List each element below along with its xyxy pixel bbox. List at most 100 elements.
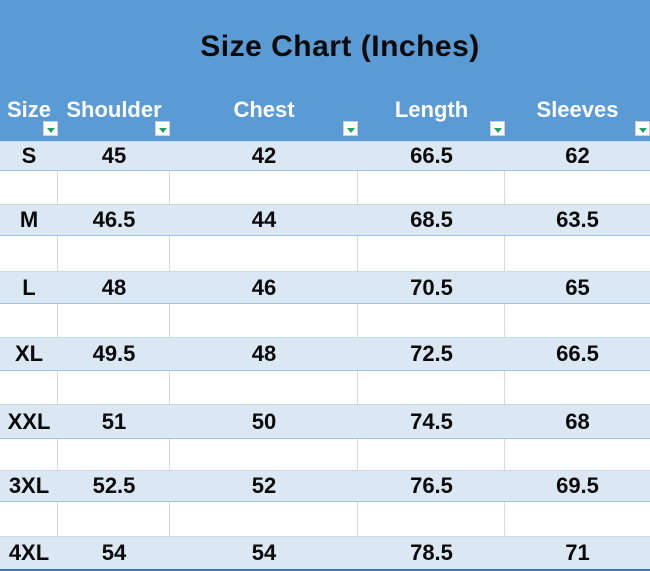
spacer-row [0, 171, 650, 204]
empty-cell [505, 371, 650, 404]
empty-cell [58, 371, 170, 404]
empty-cell [505, 236, 650, 271]
empty-cell [505, 171, 650, 204]
chevron-down-icon [638, 127, 647, 133]
chevron-down-icon [158, 127, 167, 133]
sleeves-cell: 66.5 [556, 341, 599, 366]
table-header-row: Size Shoulder Chest Length [0, 93, 650, 141]
empty-cell [170, 304, 358, 337]
table-row-s: S 45 42 66.5 62 [0, 141, 650, 171]
chest-cell: 50 [251, 408, 277, 434]
size-cell: 4XL [8, 540, 50, 565]
chevron-down-icon [46, 127, 55, 133]
length-cell: 76.5 [410, 473, 453, 498]
chest-cell: 46 [251, 274, 277, 300]
table-row-3xl: 3XL 52.5 52 76.5 69.5 [0, 470, 650, 502]
empty-cell [358, 236, 505, 271]
length-cell: 68.5 [410, 207, 453, 232]
filter-dropdown-button-shoulder[interactable] [155, 121, 170, 136]
empty-cell [505, 304, 650, 337]
spacer-row [0, 236, 650, 271]
table-row-xl: XL 49.5 48 72.5 66.5 [0, 337, 650, 371]
filter-dropdown-button-length[interactable] [490, 121, 505, 136]
empty-cell [58, 171, 170, 204]
spacer-row [0, 502, 650, 536]
sleeves-cell: 63.5 [556, 207, 599, 232]
page-title: Size Chart (Inches) [200, 29, 480, 63]
empty-cell [170, 371, 358, 404]
shoulder-cell: 54 [101, 540, 127, 565]
empty-cell [170, 439, 358, 470]
empty-cell [505, 502, 650, 536]
column-header-label: Chest [233, 97, 295, 122]
column-header-label: Sleeves [536, 97, 619, 122]
empty-cell [0, 371, 58, 404]
empty-cell [0, 304, 58, 337]
table-row-xxl: XXL 51 50 74.5 68 [0, 404, 650, 439]
size-cell: 3XL [8, 473, 50, 498]
empty-cell [58, 502, 170, 536]
empty-cell [170, 502, 358, 536]
chevron-down-icon [493, 127, 502, 133]
empty-cell [0, 502, 58, 536]
table-row-m: M 46.5 44 68.5 63.5 [0, 204, 650, 236]
column-header-sleeves: Sleeves [505, 93, 650, 141]
sleeves-cell: 62 [565, 143, 590, 168]
filter-dropdown-button-chest[interactable] [343, 121, 358, 136]
empty-cell [358, 171, 505, 204]
spacer-row [0, 439, 650, 470]
empty-cell [58, 236, 170, 271]
size-cell: S [21, 143, 37, 168]
sleeves-cell: 69.5 [556, 473, 599, 498]
sleeves-cell: 65 [565, 274, 590, 300]
empty-cell [505, 439, 650, 470]
empty-cell [58, 439, 170, 470]
empty-cell [0, 236, 58, 271]
column-header-size: Size [0, 93, 58, 141]
sleeves-cell: 71 [565, 540, 590, 565]
column-header-length: Length [358, 93, 505, 141]
length-cell: 74.5 [410, 408, 453, 434]
chest-cell: 52 [251, 473, 277, 498]
empty-cell [58, 304, 170, 337]
sleeves-cell: 68 [565, 408, 590, 434]
title-area: Size Chart (Inches) [0, 0, 650, 93]
empty-cell [0, 171, 58, 204]
shoulder-cell: 48 [101, 274, 127, 300]
chest-cell: 48 [251, 341, 277, 366]
shoulder-cell: 52.5 [92, 473, 136, 498]
length-cell: 70.5 [410, 274, 453, 300]
chest-cell: 44 [251, 207, 277, 232]
column-header-label: Size [6, 97, 52, 122]
length-cell: 78.5 [410, 540, 453, 565]
filter-dropdown-button-size[interactable] [43, 121, 58, 136]
chest-cell: 54 [251, 540, 277, 565]
column-header-chest: Chest [170, 93, 358, 141]
empty-cell [358, 371, 505, 404]
empty-cell [358, 304, 505, 337]
shoulder-cell: 46.5 [92, 207, 136, 232]
shoulder-cell: 45 [101, 143, 127, 168]
column-header-label: Length [394, 97, 469, 122]
empty-cell [358, 439, 505, 470]
table-row-4xl: 4XL 54 54 78.5 71 [0, 536, 650, 571]
table-row-l: L 48 46 70.5 65 [0, 271, 650, 304]
chevron-down-icon [346, 127, 355, 133]
column-header-shoulder: Shoulder [58, 93, 170, 141]
filter-dropdown-button-sleeves[interactable] [635, 121, 650, 136]
spacer-row [0, 304, 650, 337]
blue-banner: Size Chart (Inches) Size Shoulder Chest [0, 0, 650, 141]
chest-cell: 42 [251, 143, 277, 168]
length-cell: 66.5 [410, 143, 453, 168]
shoulder-cell: 51 [101, 408, 127, 434]
size-cell: L [22, 274, 36, 300]
spacer-row [0, 371, 650, 404]
size-cell: XL [14, 341, 44, 366]
empty-cell [170, 236, 358, 271]
size-cell: M [19, 207, 39, 232]
length-cell: 72.5 [410, 341, 453, 366]
column-header-label: Shoulder [66, 97, 162, 122]
size-cell: XXL [7, 408, 51, 434]
empty-cell [0, 439, 58, 470]
